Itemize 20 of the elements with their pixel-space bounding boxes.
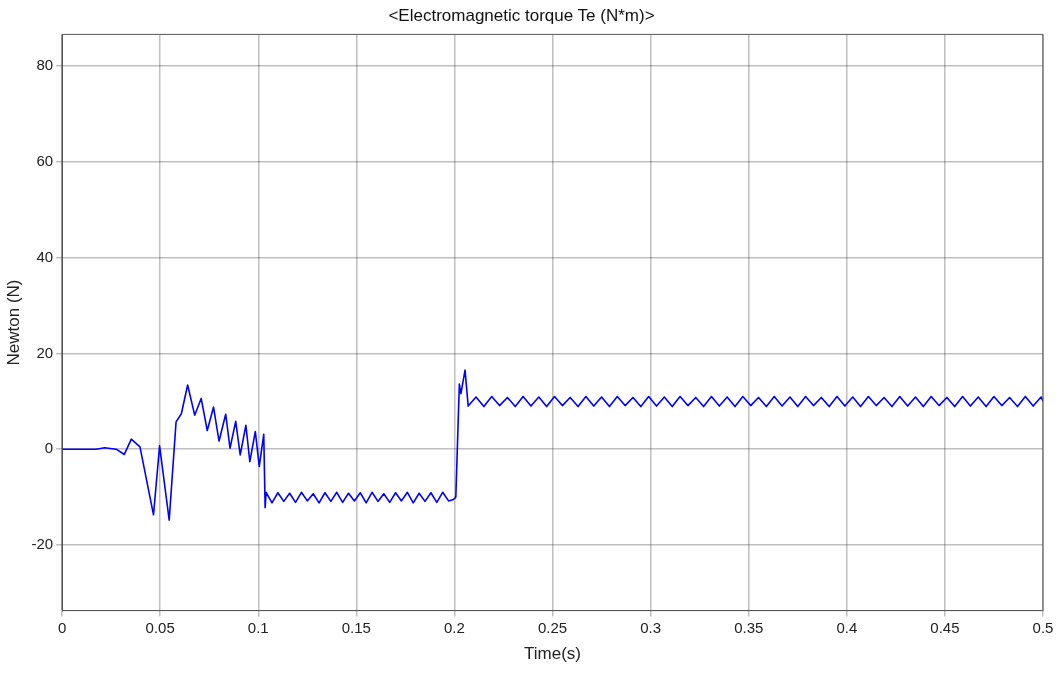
x-tick-label: 0.3 [640,618,662,636]
y-axis-title: Newton (N) [3,279,23,366]
y-tick-label: 80 [36,56,54,74]
x-tick-label: 0.45 [930,618,960,636]
y-tick-label: -20 [31,535,54,553]
x-tick-label: 0.4 [836,618,858,636]
x-tick-label: 0.1 [247,618,269,636]
x-tick-label: 0.2 [444,618,465,636]
x-tick-label: 0.15 [341,618,371,636]
x-tick-label: 0.5 [1032,618,1054,636]
y-tick-label: 0 [44,439,54,457]
y-tick-label: 60 [36,151,54,169]
x-axis-title: Time(s) [524,644,582,664]
y-tick-label: 20 [36,343,54,361]
y-tick-label: 40 [36,247,54,265]
chart-title: <Electromagnetic torque Te (N*m)> [388,5,655,25]
x-tick-label: 0.35 [734,618,764,636]
x-tick-label: 0 [57,618,67,636]
x-tick-label: 0.25 [537,618,568,636]
x-tick-label: 0.05 [145,618,175,636]
